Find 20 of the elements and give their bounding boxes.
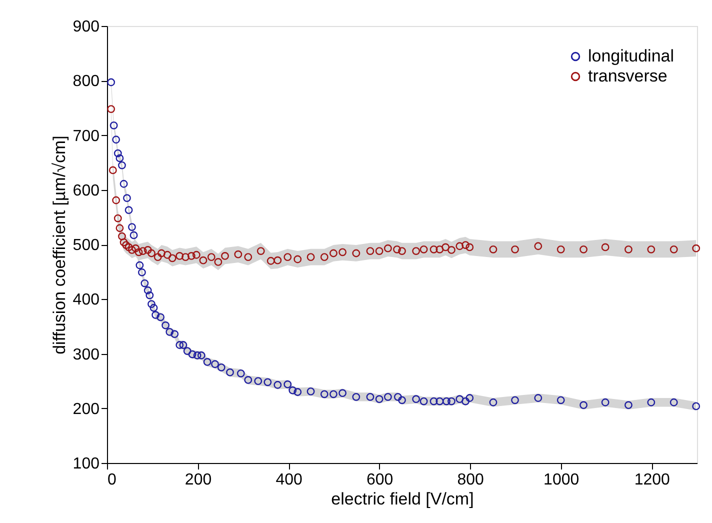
legend-label: longitudinal xyxy=(588,46,674,66)
y-tick-label: 600 xyxy=(72,182,100,200)
x-tick-label: 800 xyxy=(457,472,484,488)
y-tick-label: 800 xyxy=(72,73,100,90)
y-tick-label: 500 xyxy=(72,237,100,254)
x-tick-label: 1200 xyxy=(634,472,670,488)
x-tick-label: 0 xyxy=(108,472,116,488)
y-tick-label: 200 xyxy=(72,400,100,418)
y-tick-label: 700 xyxy=(72,128,100,145)
x-tick-label: 200 xyxy=(184,472,212,488)
y-tick-label: 400 xyxy=(72,292,100,309)
x-tick-label: 600 xyxy=(366,472,394,488)
x-axis-title: electric field [V/cm] xyxy=(331,490,474,508)
y-tick-label: 300 xyxy=(72,346,100,364)
y-axis-title: diffusion coefficient [µm/√cm] xyxy=(50,136,69,354)
y-tick-label: 100 xyxy=(72,456,100,472)
legend-label: transverse xyxy=(588,66,668,86)
y-tick-label: 900 xyxy=(72,18,100,36)
x-tick-label: 400 xyxy=(276,472,302,488)
x-tick-label: 1000 xyxy=(544,472,580,488)
